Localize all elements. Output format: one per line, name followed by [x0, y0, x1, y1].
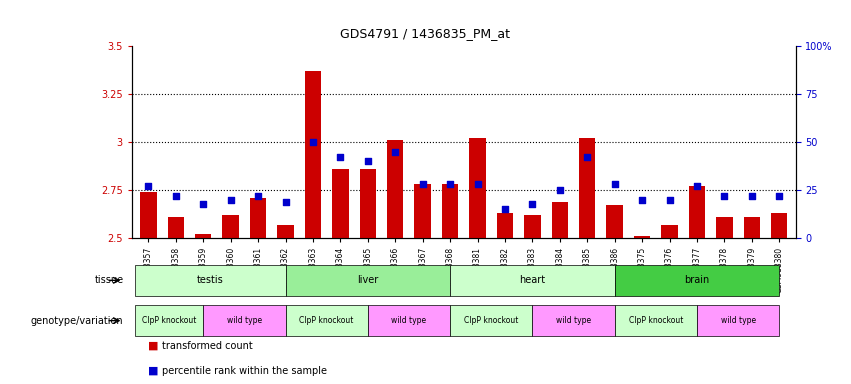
Bar [140, 192, 157, 238]
Bar [277, 225, 294, 238]
FancyBboxPatch shape [285, 265, 450, 296]
Text: ■: ■ [148, 341, 158, 351]
Text: ClpP knockout: ClpP knockout [142, 316, 196, 325]
Bar [497, 213, 513, 238]
Point [361, 158, 374, 164]
Text: percentile rank within the sample: percentile rank within the sample [162, 366, 327, 376]
Text: wild type: wild type [721, 316, 756, 325]
Bar [222, 215, 239, 238]
Point [690, 183, 704, 189]
Bar [717, 217, 733, 238]
Point [141, 183, 155, 189]
Bar [744, 217, 760, 238]
Bar [607, 205, 623, 238]
FancyBboxPatch shape [368, 305, 450, 336]
Bar [469, 138, 486, 238]
Text: brain: brain [684, 275, 710, 285]
FancyBboxPatch shape [614, 265, 780, 296]
Point [306, 139, 320, 145]
Point [663, 197, 677, 203]
Text: heart: heart [519, 275, 545, 285]
Text: testis: testis [197, 275, 224, 285]
FancyBboxPatch shape [134, 265, 285, 296]
Point [278, 199, 292, 205]
Text: GDS4791 / 1436835_PM_at: GDS4791 / 1436835_PM_at [340, 27, 511, 40]
Point [745, 193, 758, 199]
Bar [168, 217, 184, 238]
FancyBboxPatch shape [285, 305, 368, 336]
Text: liver: liver [357, 275, 379, 285]
Point [388, 149, 402, 155]
Point [580, 154, 594, 161]
Text: ClpP knockout: ClpP knockout [464, 316, 518, 325]
Point [471, 181, 484, 187]
Bar [634, 236, 650, 238]
Bar [579, 138, 596, 238]
Bar [551, 202, 568, 238]
Point [169, 193, 183, 199]
Bar [414, 184, 431, 238]
Bar [387, 140, 403, 238]
Text: wild type: wild type [556, 316, 591, 325]
Point [443, 181, 457, 187]
Point [717, 193, 731, 199]
Text: ■: ■ [148, 366, 158, 376]
Point [197, 200, 210, 207]
FancyBboxPatch shape [134, 305, 203, 336]
Point [608, 181, 621, 187]
FancyBboxPatch shape [533, 305, 614, 336]
FancyBboxPatch shape [450, 305, 533, 336]
Text: ClpP knockout: ClpP knockout [300, 316, 354, 325]
FancyBboxPatch shape [697, 305, 780, 336]
Point [416, 181, 430, 187]
Bar [332, 169, 349, 238]
Bar [688, 186, 705, 238]
Bar [771, 213, 787, 238]
Point [334, 154, 347, 161]
Point [251, 193, 265, 199]
Text: wild type: wild type [391, 316, 426, 325]
Text: genotype/variation: genotype/variation [31, 316, 123, 326]
Text: wild type: wild type [227, 316, 262, 325]
Point [636, 197, 649, 203]
Point [498, 206, 511, 212]
FancyBboxPatch shape [614, 305, 697, 336]
Point [224, 197, 237, 203]
Bar [195, 234, 211, 238]
FancyBboxPatch shape [450, 265, 614, 296]
Text: tissue: tissue [94, 275, 123, 285]
Bar [360, 169, 376, 238]
Text: transformed count: transformed count [162, 341, 253, 351]
Point [773, 193, 786, 199]
Bar [305, 71, 321, 238]
Text: ClpP knockout: ClpP knockout [629, 316, 683, 325]
Point [526, 200, 540, 207]
Bar [442, 184, 459, 238]
Bar [524, 215, 540, 238]
Bar [250, 198, 266, 238]
Point [553, 187, 567, 193]
FancyBboxPatch shape [203, 305, 285, 336]
Bar [661, 225, 677, 238]
